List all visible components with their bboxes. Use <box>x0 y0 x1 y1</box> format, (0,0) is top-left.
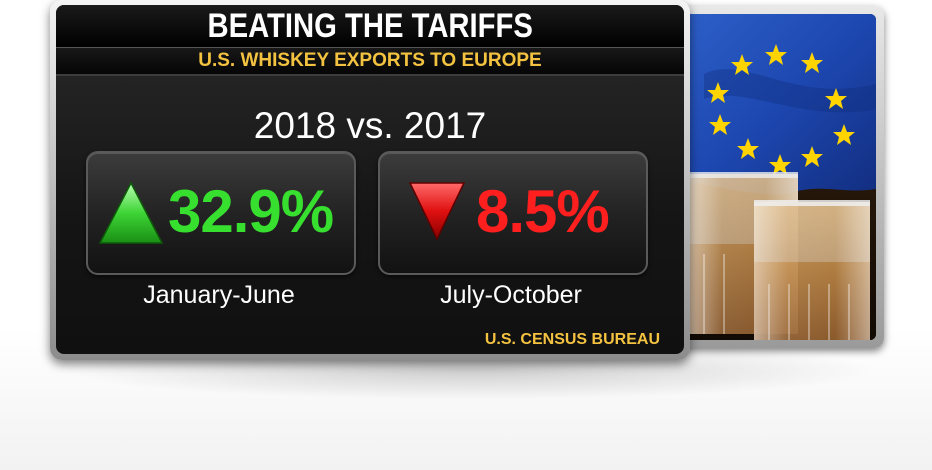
eu-flag <box>684 14 876 195</box>
eu-flag-whiskey-photo <box>684 14 876 340</box>
subtitle: U.S. WHISKEY EXPORTS TO EUROPE <box>198 50 542 71</box>
subtitle-bar: U.S. WHISKEY EXPORTS TO EUROPE <box>56 48 684 76</box>
photo-panel <box>676 6 884 348</box>
triangle-up-icon <box>98 181 164 244</box>
stat-value-january-june: 32.9% <box>168 178 334 245</box>
graphic-panel-frame: BEATING THE TARIFFS U.S. WHISKEY EXPORTS… <box>50 0 690 360</box>
source-label: U.S. CENSUS BUREAU <box>484 331 660 348</box>
title-bar: BEATING THE TARIFFS <box>56 5 684 48</box>
stat-box-july-october: 8.5% <box>378 151 648 275</box>
stat-box-january-june: 32.9% <box>86 151 356 275</box>
graphic-panel: BEATING THE TARIFFS U.S. WHISKEY EXPORTS… <box>56 5 684 354</box>
category-label-january-june: January-June <box>143 281 295 309</box>
comparison-period: 2018 vs. 2017 <box>253 105 487 146</box>
eu-flag-stars <box>707 44 855 175</box>
category-label-july-october: July-October <box>440 281 582 309</box>
stat-value-july-october: 8.5% <box>476 178 610 245</box>
title: BEATING THE TARIFFS <box>207 6 533 45</box>
triangle-down-icon <box>408 182 466 241</box>
whiskey-glasses <box>690 172 870 340</box>
